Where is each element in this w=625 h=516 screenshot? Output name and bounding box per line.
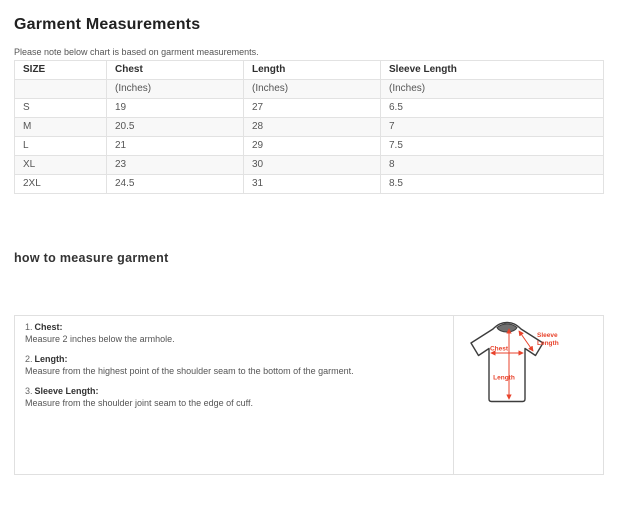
instruction-item: 3. Sleeve Length: Measure from the should… [25,385,443,409]
length-cell: 31 [243,174,381,194]
instruction-label: Chest: [34,322,63,332]
garment-diagram: Chest Length Sleeve Length [453,316,603,474]
sleeve-cell: 7 [380,117,604,137]
page-title: Garment Measurements [14,16,201,33]
length-cell: 28 [243,117,381,137]
length-cell: 27 [243,98,381,118]
chest-cell: 19 [106,98,244,118]
sleeve-length-label: Sleeve Length [537,332,559,347]
size-cell: L [14,136,107,156]
table-row: XL 23 30 8 [14,155,604,175]
size-chart-table: SIZE Chest Length Sleeve Length (Inches)… [14,60,604,194]
sleeve-cell: 8.5 [380,174,604,194]
length-cell: 29 [243,136,381,156]
subheader-cell: (Inches) [380,79,604,99]
table-header-row: SIZE Chest Length Sleeve Length [14,60,604,80]
sleeve-cell: 6.5 [380,98,604,118]
length-cell: 30 [243,155,381,175]
column-header-sleeve: Sleeve Length [380,60,604,80]
subheader-cell: (Inches) [243,79,381,99]
sleeve-arrow [518,330,534,352]
instruction-item: 1. Chest: Measure 2 inches below the armh… [25,321,443,345]
column-header-chest: Chest [106,60,244,80]
chest-cell: 21 [106,136,244,156]
collar-shape [496,323,518,333]
instruction-desc: Measure 2 inches below the armhole. [25,334,175,344]
subheader-cell: (Inches) [106,79,244,99]
column-header-size: SIZE [14,60,107,80]
sleeve-cell: 7.5 [380,136,604,156]
instruction-label: Sleeve Length: [34,386,99,396]
table-row: M 20.5 28 7 [14,117,604,137]
tshirt-diagram-image: Chest Length Sleeve Length [470,321,559,403]
section-title: how to measure garment [14,251,169,265]
instructions: 1. Chest: Measure 2 inches below the armh… [15,316,453,474]
chest-cell: 24.5 [106,174,244,194]
table-row: S 19 27 6.5 [14,98,604,118]
instruction-number: 3. [25,386,33,396]
page: Garment Measurements Please note below c… [0,16,625,475]
instruction-item: 2. Length: Measure from the highest point… [25,353,443,377]
chest-cell: 23 [106,155,244,175]
size-cell: M [14,117,107,137]
instruction-desc: Measure from the highest point of the sh… [25,366,354,376]
size-cell: 2XL [14,174,107,194]
sleeve-cell: 8 [380,155,604,175]
chest-label: Chest [490,346,509,353]
table-row: L 21 29 7.5 [14,136,604,156]
subheader-cell [14,79,107,99]
column-header-length: Length [243,60,381,80]
length-label: Length [493,375,515,382]
instruction-desc: Measure from the shoulder joint seam to … [25,398,253,408]
size-cell: XL [14,155,107,175]
measurement-note: Please note below chart is based on garm… [14,47,259,57]
chest-cell: 20.5 [106,117,244,137]
table-row: 2XL 24.5 31 8.5 [14,174,604,194]
size-cell: S [14,98,107,118]
tshirt-outline [470,321,544,403]
table-subheader-row: (Inches) (Inches) (Inches) [14,79,604,99]
measure-box: 1. Chest: Measure 2 inches below the armh… [14,315,604,475]
instruction-number: 1. [25,322,33,332]
instruction-label: Length: [34,354,68,364]
instruction-number: 2. [25,354,33,364]
